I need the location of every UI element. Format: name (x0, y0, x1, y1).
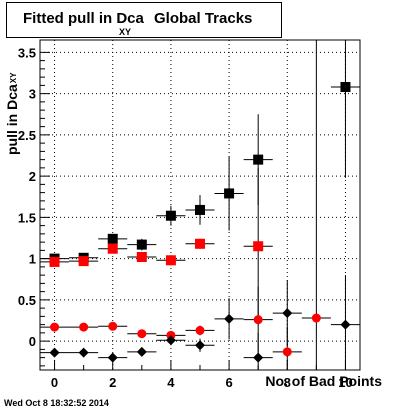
data-point-square (195, 204, 205, 215)
y-tick-label: 0 (29, 334, 36, 349)
x-tick-label: 2 (109, 375, 116, 390)
x-axis-label: No. of Bad Points (265, 373, 382, 389)
data-point-circle (50, 322, 60, 332)
data-point-square (107, 243, 118, 254)
x-tick-label: 8 (284, 375, 291, 390)
data-point-square (340, 82, 351, 93)
data-point-square (107, 233, 118, 244)
title-main: Fitted pull in Dca (23, 10, 144, 27)
data-point-square (49, 256, 60, 267)
x-tick-label: 4 (167, 375, 175, 390)
title-box: Fitted pull in Dca XY Global Tracks (6, 2, 282, 38)
title-rest: Global Tracks (154, 10, 253, 27)
data-series (40, 40, 360, 370)
data-point-square (195, 238, 205, 249)
data-point-diamond (136, 346, 147, 357)
x-tick-label: 10 (338, 375, 352, 390)
data-point-diamond (165, 335, 176, 346)
series-0 (40, 40, 360, 264)
timestamp-footer: Wed Oct 8 18:32:52 2014 (4, 398, 109, 408)
data-point-square (165, 210, 176, 221)
y-axis-label: pull in DcaXY (4, 72, 20, 155)
data-point-diamond (195, 340, 205, 351)
x-tick-label: 6 (225, 375, 232, 390)
y-axis-label-subscript: XY (9, 72, 18, 84)
data-point-square (136, 239, 147, 250)
y-tick-label: 1.5 (18, 210, 36, 225)
data-point-diamond (78, 347, 89, 358)
data-point-circle (79, 322, 89, 332)
data-point-square (136, 251, 147, 262)
data-point-circle (311, 313, 321, 323)
data-point-diamond (107, 352, 118, 363)
y-axis-label-text: pull in Dca (4, 84, 20, 155)
title-subscript: XY (119, 27, 132, 37)
data-point-square (78, 256, 89, 267)
x-tick-label: 0 (51, 375, 58, 390)
data-point-circle (137, 329, 147, 339)
data-point-diamond (340, 319, 351, 330)
data-point-diamond (282, 308, 293, 319)
data-point-diamond (253, 352, 264, 363)
data-point-square (253, 241, 264, 252)
data-point-diamond (49, 347, 60, 358)
y-tick-label: 1 (29, 252, 36, 267)
y-tick-label: 3.5 (18, 45, 36, 60)
y-axis-ticks: 0 0.5 1 1.5 2 2.5 3 3.5 (18, 45, 50, 367)
data-point-square (253, 154, 264, 165)
y-tick-label: 2.5 (18, 128, 36, 143)
series-3 (40, 275, 360, 370)
y-tick-label: 2 (29, 169, 36, 184)
data-point-circle (108, 321, 118, 331)
y-tick-label: 3 (29, 87, 36, 102)
data-point-circle (253, 315, 263, 325)
data-point-diamond (224, 313, 235, 324)
data-point-square (224, 188, 235, 199)
series-1 (40, 167, 273, 325)
series-2 (40, 40, 331, 370)
data-point-circle (282, 347, 292, 357)
y-tick-label: 0.5 (18, 293, 36, 308)
data-point-square (165, 255, 176, 266)
data-point-circle (195, 325, 205, 335)
